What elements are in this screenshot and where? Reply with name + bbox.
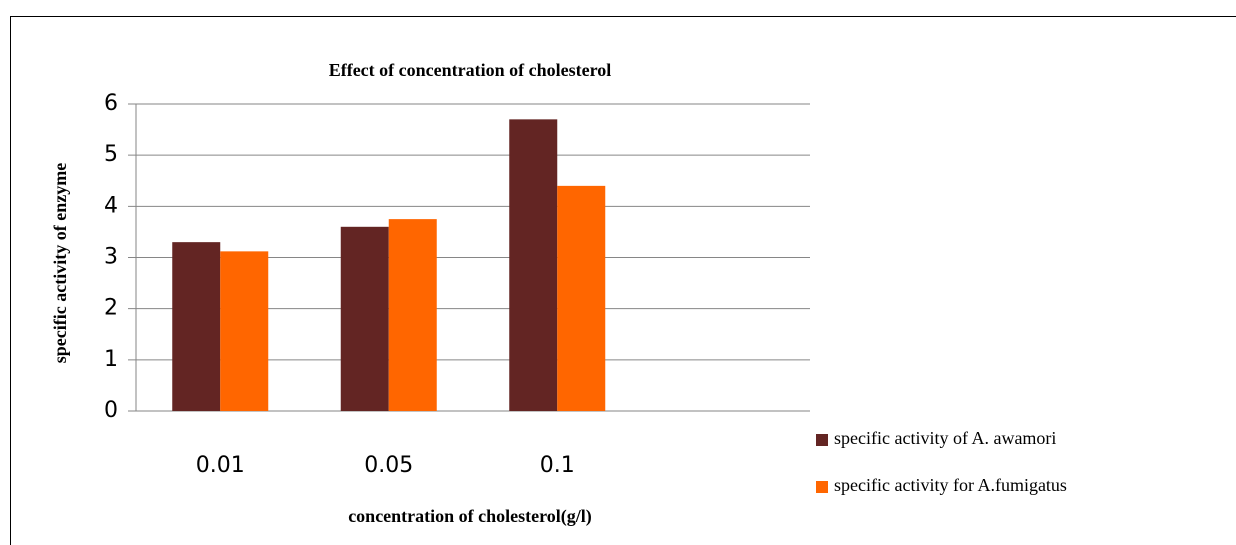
- bar: [340, 226, 389, 411]
- x-tick-label: 0.1: [540, 453, 575, 478]
- y-axis-title: specific activity of enzyme: [50, 163, 70, 363]
- y-tick-label: 2: [104, 296, 118, 321]
- legend-label: specific activity for A.fumigatus: [834, 475, 1067, 495]
- bar: [172, 242, 221, 411]
- y-tick-label: 3: [104, 245, 118, 270]
- bar: [220, 251, 269, 411]
- bar: [557, 185, 606, 411]
- x-tick-label: 0.01: [196, 453, 245, 478]
- bar: [388, 219, 437, 411]
- legend-swatch: [816, 481, 828, 493]
- y-tick-label: 1: [104, 347, 118, 372]
- bar: [509, 119, 558, 411]
- chart-border: [10, 16, 1236, 545]
- x-axis-title: concentration of cholesterol(g/l): [348, 506, 592, 527]
- y-tick-label: 5: [104, 142, 118, 167]
- y-tick-label: 0: [104, 398, 118, 423]
- legend-swatch: [816, 434, 828, 446]
- y-tick-label: 6: [104, 91, 118, 116]
- x-tick-label: 0.05: [364, 453, 413, 478]
- legend-label: specific activity of A. awamori: [834, 428, 1056, 448]
- chart-title: Effect of concentration of cholesterol: [329, 60, 612, 80]
- y-tick-label: 4: [104, 193, 118, 218]
